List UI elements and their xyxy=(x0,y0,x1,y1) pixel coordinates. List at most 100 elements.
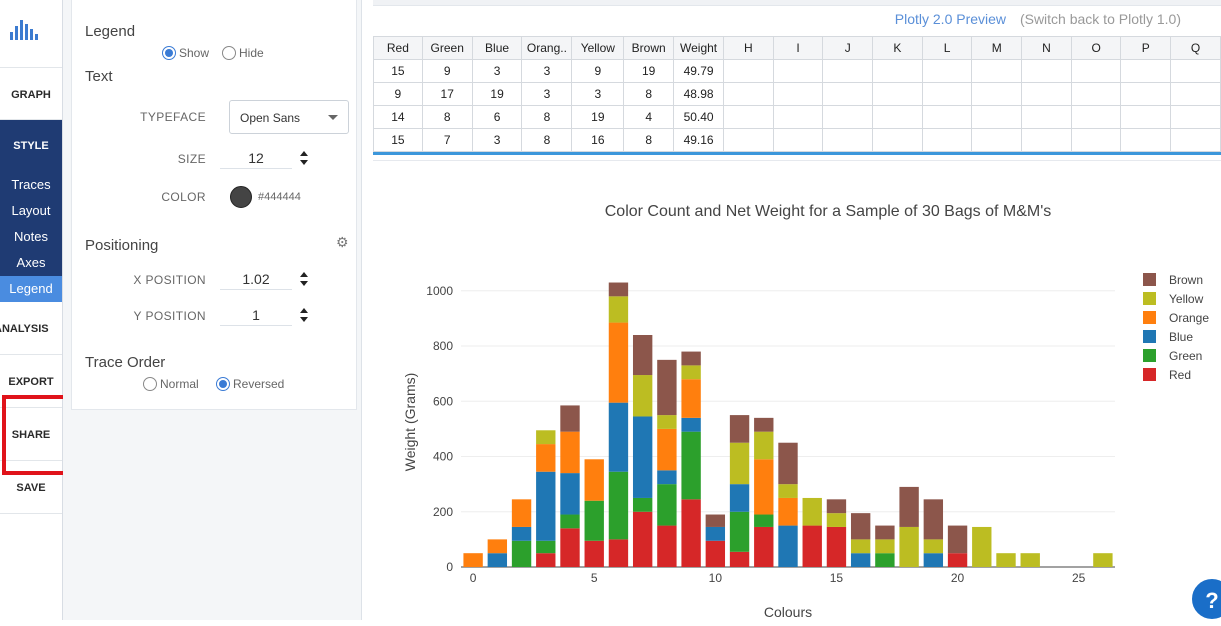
grid-cell[interactable]: 15 xyxy=(373,128,423,152)
grid-cell[interactable] xyxy=(921,59,973,83)
grid-cell[interactable]: 3 xyxy=(521,59,573,83)
grid-column-header[interactable]: L xyxy=(921,36,973,60)
grid-cell[interactable] xyxy=(921,128,973,152)
grid-cell[interactable] xyxy=(872,82,923,106)
grid-cell[interactable]: 3 xyxy=(571,82,625,106)
grid-column-header[interactable]: Blue xyxy=(471,36,523,60)
grid-cell[interactable] xyxy=(1021,82,1072,106)
grid-cell[interactable]: 3 xyxy=(521,82,573,106)
grid-column-header[interactable]: N xyxy=(1021,36,1072,60)
grid-cell[interactable] xyxy=(723,128,774,152)
grid-cell[interactable] xyxy=(872,105,923,129)
grid-cell[interactable] xyxy=(1120,82,1172,106)
grid-column-header[interactable]: Red xyxy=(373,36,423,60)
grid-cell[interactable] xyxy=(1170,128,1221,152)
grid-cell[interactable] xyxy=(1070,82,1122,106)
grid-column-header[interactable]: H xyxy=(723,36,774,60)
gear-icon[interactable]: ⚙ xyxy=(336,234,349,250)
grid-column-header[interactable]: M xyxy=(971,36,1023,60)
grid-cell[interactable] xyxy=(1070,59,1122,83)
grid-cell[interactable] xyxy=(971,105,1023,129)
grid-cell[interactable]: 8 xyxy=(521,128,573,152)
grid-cell[interactable] xyxy=(1170,82,1221,106)
size-input[interactable]: 12 xyxy=(220,147,292,169)
trace-order-normal-radio[interactable]: Normal xyxy=(143,377,199,391)
grid-column-header[interactable]: I xyxy=(772,36,824,60)
color-swatch[interactable] xyxy=(230,186,252,208)
grid-cell[interactable] xyxy=(772,82,824,106)
nav-sub-layout[interactable]: Layout xyxy=(11,203,51,218)
grid-cell[interactable]: 9 xyxy=(373,82,423,106)
nav-share[interactable]: SHARE xyxy=(0,408,62,461)
grid-cell[interactable] xyxy=(723,82,774,106)
grid-column-header[interactable]: Yellow xyxy=(571,36,625,60)
grid-cell[interactable]: 9 xyxy=(571,59,625,83)
grid-cell[interactable] xyxy=(1070,128,1122,152)
grid-cell[interactable] xyxy=(1021,128,1072,152)
grid-cell[interactable] xyxy=(1021,105,1072,129)
grid-cell[interactable] xyxy=(1170,105,1221,129)
help-chat-button[interactable]: ? xyxy=(1189,576,1221,622)
grid-cell[interactable]: 15 xyxy=(373,59,423,83)
trace-order-reversed-radio[interactable]: Reversed xyxy=(216,377,284,391)
grid-cell[interactable]: 19 xyxy=(623,59,675,83)
grid-cell[interactable] xyxy=(872,59,923,83)
grid-cell[interactable]: 16 xyxy=(571,128,625,152)
grid-cell[interactable]: 49.79 xyxy=(673,59,725,83)
grid-cell[interactable] xyxy=(971,82,1023,106)
grid-cell[interactable] xyxy=(822,82,874,106)
x-position-input[interactable]: 1.02 xyxy=(220,268,292,290)
nav-style[interactable]: STYLE xyxy=(0,120,62,172)
x-position-stepper-icon[interactable] xyxy=(299,272,309,288)
grid-column-header[interactable]: Orang.. xyxy=(521,36,573,60)
grid-cell[interactable]: 3 xyxy=(471,128,523,152)
grid-cell[interactable]: 8 xyxy=(623,128,675,152)
plotly-2-preview-link[interactable]: Plotly 2.0 Preview xyxy=(894,11,1007,27)
legend-show-radio[interactable]: Show xyxy=(162,46,209,60)
grid-cell[interactable]: 9 xyxy=(421,59,473,83)
grid-cell[interactable] xyxy=(1021,59,1072,83)
y-position-input[interactable]: 1 xyxy=(220,304,292,326)
nav-sub-legend[interactable]: Legend xyxy=(0,276,62,302)
grid-cell[interactable]: 8 xyxy=(521,105,573,129)
grid-column-header[interactable]: Q xyxy=(1170,36,1221,60)
typeface-select[interactable]: Open Sans xyxy=(229,100,349,134)
grid-cell[interactable] xyxy=(822,128,874,152)
grid-column-header[interactable]: O xyxy=(1070,36,1122,60)
grid-cell[interactable]: 8 xyxy=(623,82,675,106)
plotly-logo-icon[interactable] xyxy=(8,16,40,42)
nav-analysis[interactable]: ANALYSIS xyxy=(0,302,62,355)
grid-column-header[interactable]: Green xyxy=(421,36,473,60)
grid-cell[interactable] xyxy=(723,105,774,129)
grid-cell[interactable] xyxy=(971,59,1023,83)
nav-sub-traces[interactable]: Traces xyxy=(11,177,51,192)
grid-column-header[interactable]: Weight xyxy=(673,36,725,60)
nav-sub-notes[interactable]: Notes xyxy=(14,229,48,244)
grid-cell[interactable] xyxy=(921,105,973,129)
grid-cell[interactable] xyxy=(1120,128,1172,152)
grid-scrollbar[interactable] xyxy=(373,152,1221,155)
grid-cell[interactable]: 3 xyxy=(471,59,523,83)
grid-cell[interactable]: 50.40 xyxy=(673,105,725,129)
grid-cell[interactable]: 48.98 xyxy=(673,82,725,106)
grid-cell[interactable]: 7 xyxy=(421,128,473,152)
grid-column-header[interactable]: Brown xyxy=(623,36,675,60)
grid-column-header[interactable]: K xyxy=(872,36,923,60)
grid-cell[interactable] xyxy=(1120,59,1172,83)
grid-cell[interactable] xyxy=(772,59,824,83)
legend-hide-radio[interactable]: Hide xyxy=(222,46,264,60)
grid-cell[interactable] xyxy=(1120,105,1172,129)
switch-back-link[interactable]: (Switch back to Plotly 1.0) xyxy=(1019,11,1181,27)
grid-cell[interactable]: 4 xyxy=(623,105,675,129)
grid-cell[interactable] xyxy=(822,105,874,129)
nav-save[interactable]: SAVE xyxy=(0,461,62,514)
grid-cell[interactable] xyxy=(822,59,874,83)
grid-cell[interactable]: 49.16 xyxy=(673,128,725,152)
grid-cell[interactable] xyxy=(872,128,923,152)
grid-column-header[interactable]: P xyxy=(1120,36,1172,60)
grid-cell[interactable] xyxy=(1070,105,1122,129)
grid-cell[interactable]: 17 xyxy=(421,82,473,106)
grid-cell[interactable] xyxy=(1170,59,1221,83)
grid-cell[interactable]: 19 xyxy=(471,82,523,106)
grid-column-header[interactable]: J xyxy=(822,36,874,60)
